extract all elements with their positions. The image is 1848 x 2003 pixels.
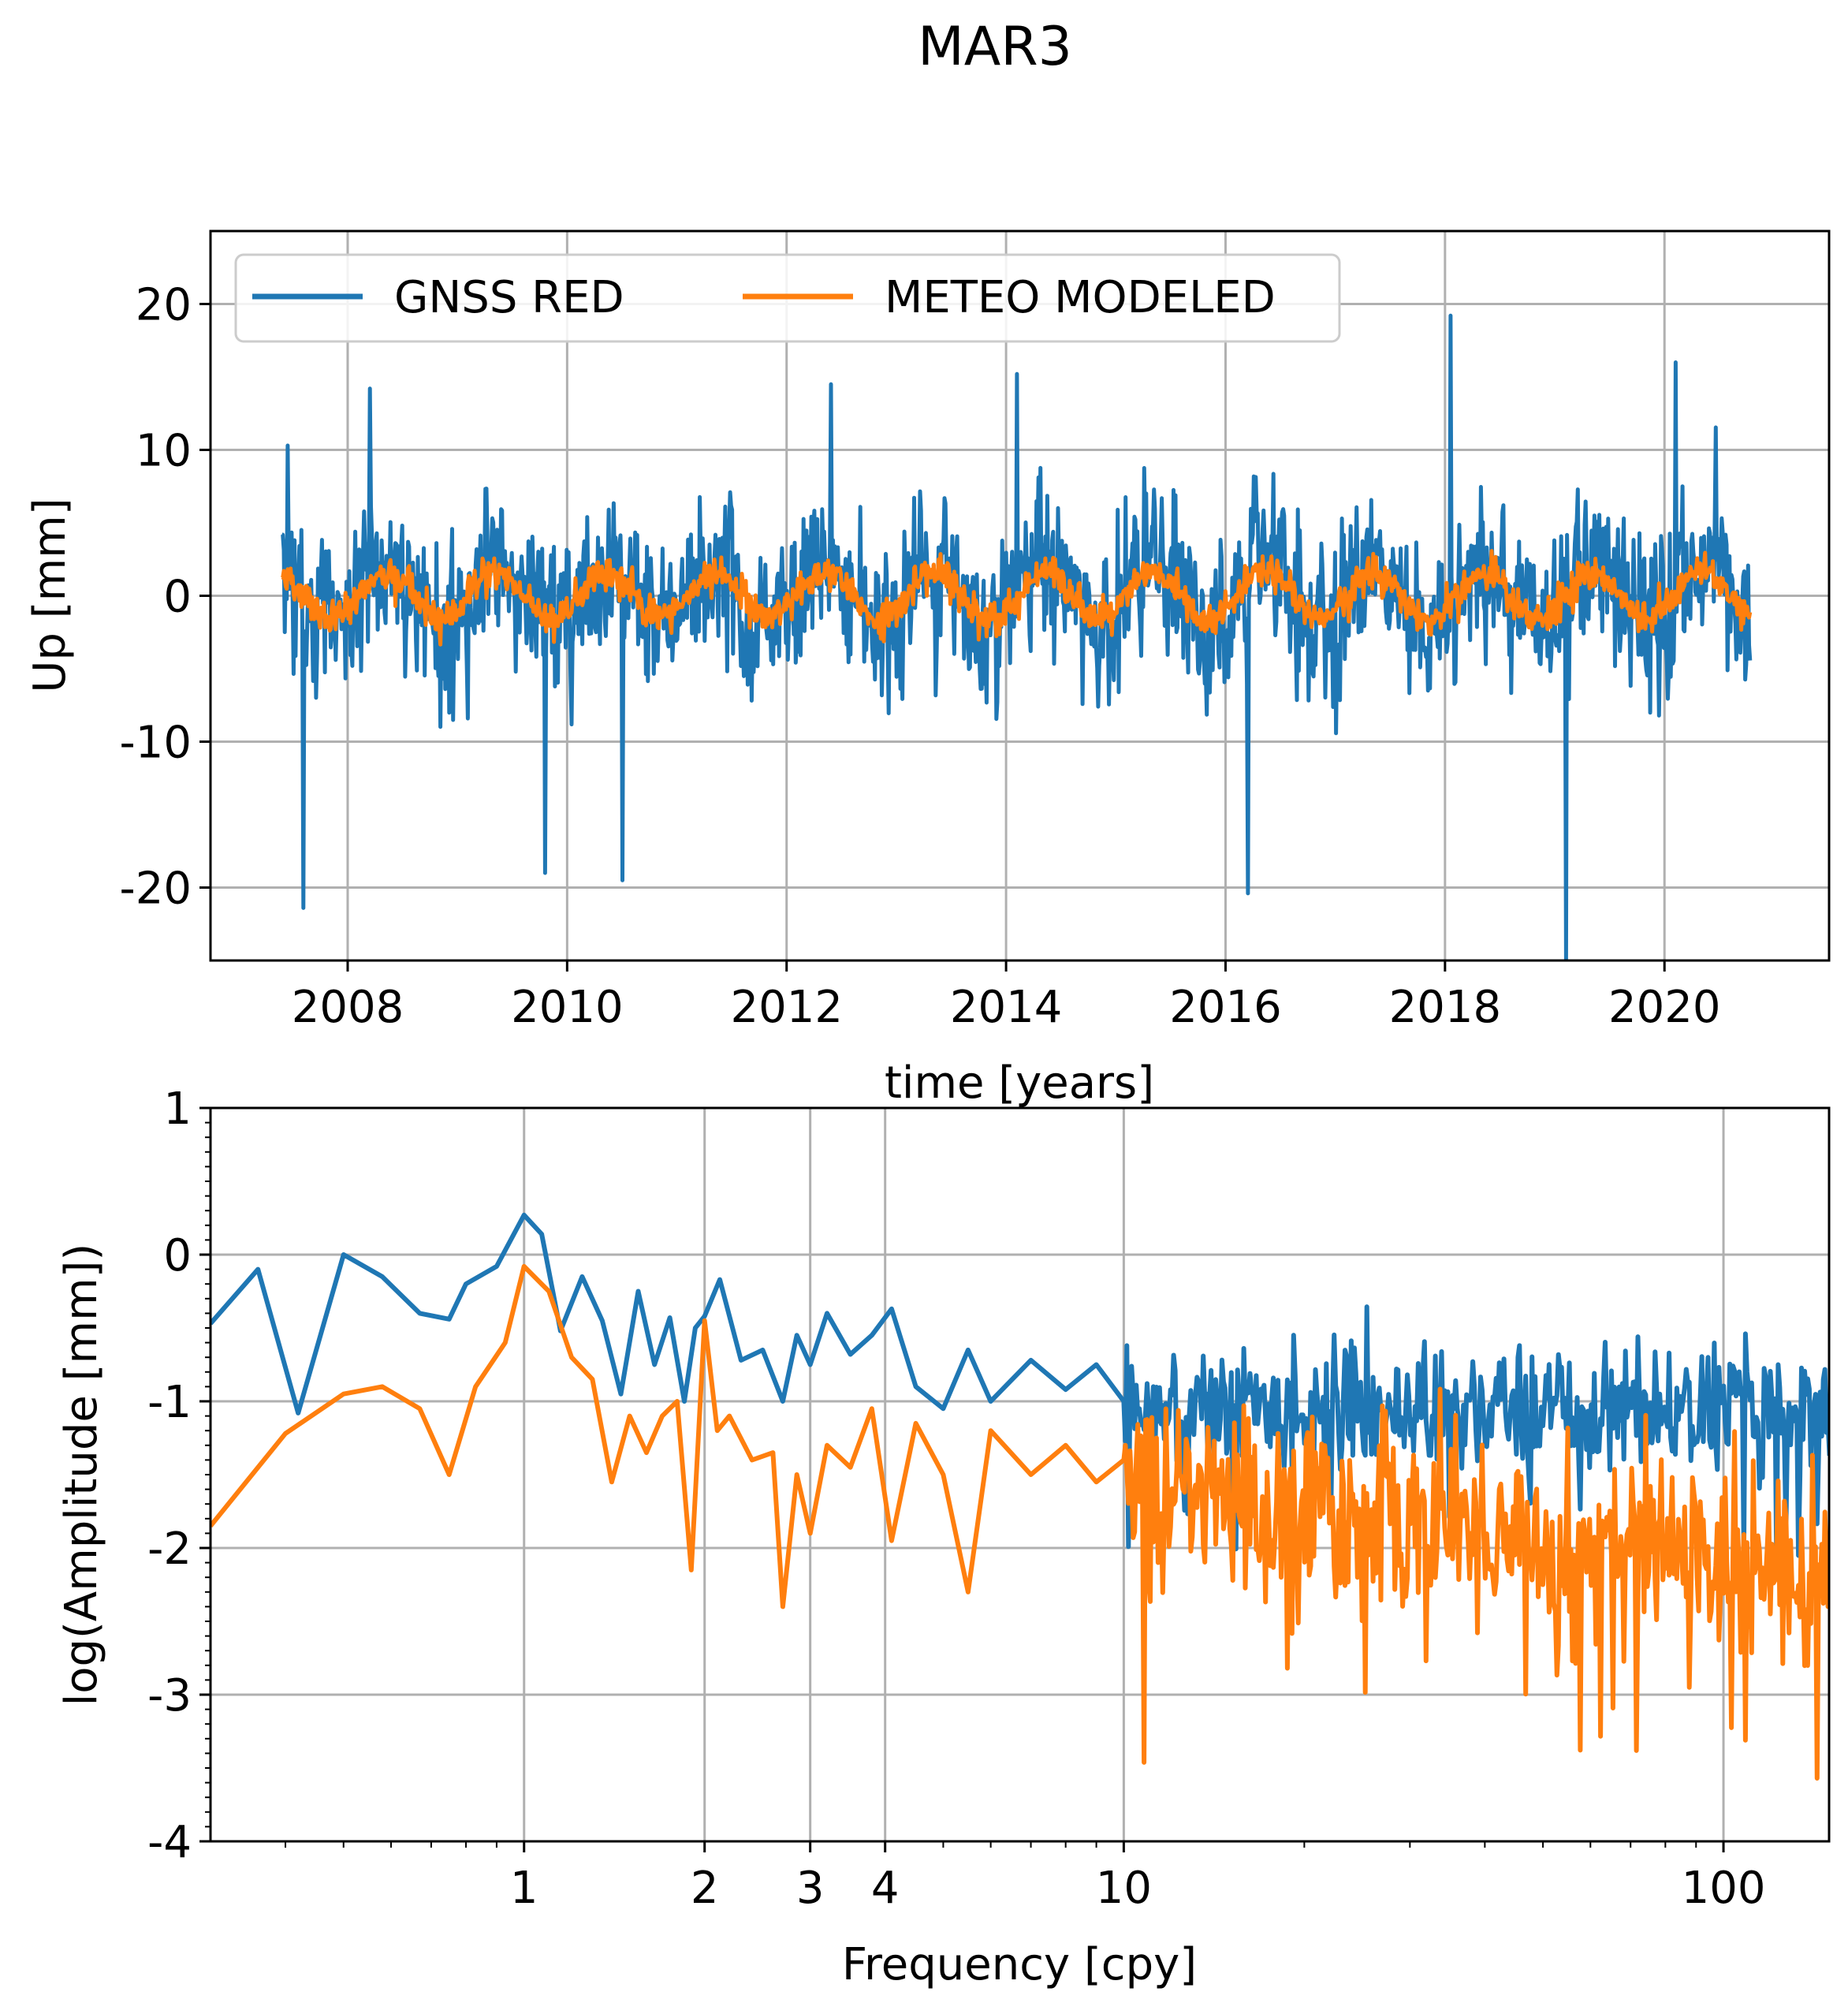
top-ticks: 2008 2010 2012 2014 2016 2018 2020 -20 -10 0 10 20	[120, 280, 1721, 1034]
top-plot-area	[281, 313, 1753, 960]
top-x-tick-label: 2016	[1169, 982, 1282, 1033]
bottom-axes: 1 2 3 4 10 100 -4 -3 -2 -1 0 1 Frequency [cpy] log(…	[56, 1084, 1831, 1990]
bottom-y-tick-label: -2	[147, 1524, 192, 1575]
top-y-axis-label: Up [mm]	[24, 498, 76, 692]
bottom-plot-area	[211, 1212, 1829, 1781]
bottom-ticks: 1 2 3 4 10 100 -4 -3 -2 -1 0 1	[147, 1084, 1765, 1914]
top-y-tick-label: 10	[136, 426, 192, 477]
legend-label-meteo-modeled: METEO MODELED	[885, 272, 1276, 323]
top-y-tick-label: -10	[120, 718, 192, 769]
bottom-x-tick-label: 4	[871, 1863, 900, 1914]
bottom-x-tick-label: 2	[691, 1863, 719, 1914]
top-y-tick-label: 0	[163, 572, 192, 623]
bottom-y-tick-label: 0	[163, 1230, 192, 1281]
top-y-tick-label: -20	[120, 863, 192, 915]
top-x-tick-label: 2010	[511, 982, 624, 1033]
top-x-tick-label: 2018	[1389, 982, 1502, 1033]
series-line-gnss-red	[281, 313, 1753, 960]
bottom-x-axis-label: Frequency [cpy]	[842, 1939, 1197, 1990]
bottom-x-tick-label: 3	[796, 1863, 825, 1914]
bottom-axes-frame	[209, 1106, 1831, 1843]
top-x-tick-label: 2014	[950, 982, 1063, 1033]
spectrum-line-gnss-red	[211, 1212, 1829, 1566]
spectrum-line-meteo-modeled	[211, 1263, 1829, 1781]
bottom-y-axis-label: log(Amplitude [mm])	[56, 1244, 107, 1706]
series-line-meteo-modeled	[281, 549, 1753, 647]
bottom-x-tick-label: 100	[1682, 1863, 1766, 1914]
legend-label-gnss-red: GNSS RED	[394, 272, 624, 323]
top-axes: 2008 2010 2012 2014 2016 2018 2020-20-1001020 …	[24, 229, 1831, 1109]
top-x-tick-label: 2008	[292, 982, 404, 1033]
top-x-tick-label: 2020	[1608, 982, 1721, 1033]
bottom-x-tick-label: 1	[510, 1863, 538, 1914]
bottom-y-tick-label: -3	[147, 1670, 192, 1721]
bottom-y-tick-label: -1	[147, 1377, 192, 1428]
figure-title: MAR3	[918, 16, 1072, 78]
top-y-tick-label: 20	[136, 280, 192, 331]
bottom-y-tick-label: -4	[147, 1817, 192, 1868]
legend: GNSS RED METEO MODELED	[234, 253, 1341, 343]
bottom-y-tick-label: 1	[163, 1084, 192, 1135]
bottom-gridlines	[211, 1106, 1829, 1843]
bottom-x-tick-label: 10	[1096, 1863, 1152, 1914]
top-x-tick-label: 2012	[730, 982, 843, 1033]
top-x-axis-label: time [years]	[885, 1057, 1154, 1109]
